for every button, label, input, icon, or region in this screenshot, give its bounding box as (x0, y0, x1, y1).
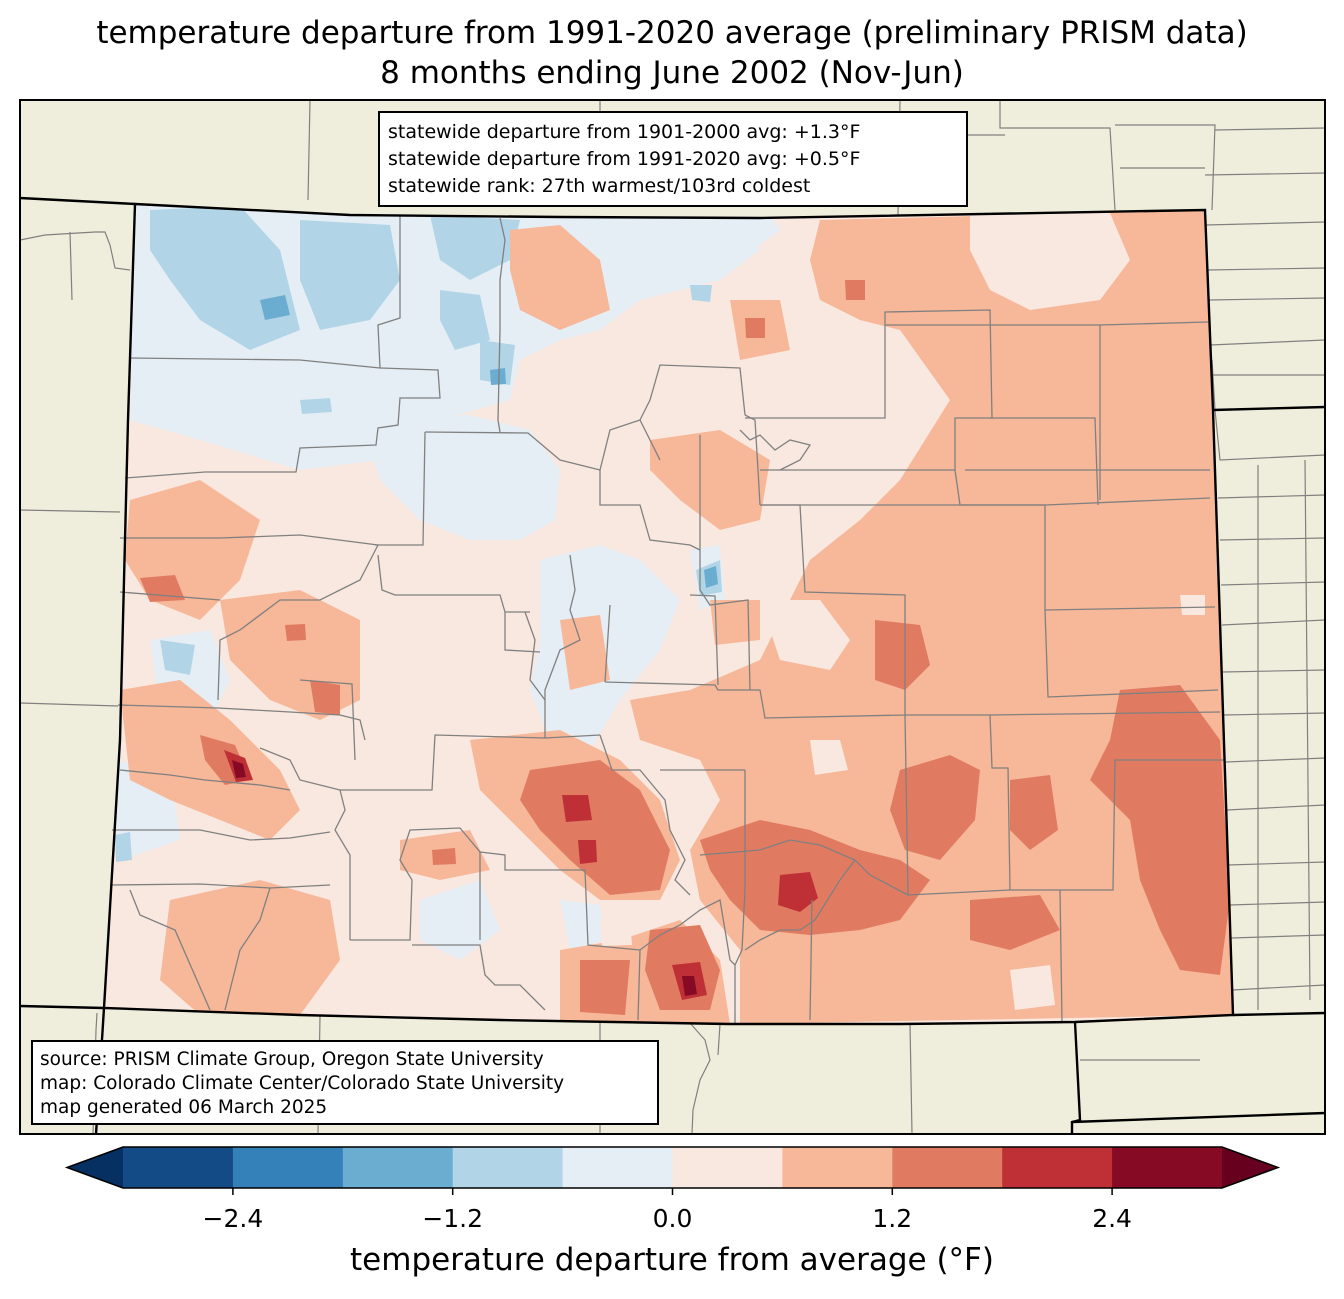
colorbar-tick-label: 0.0 (652, 1204, 693, 1233)
colorbar-tick-label: −2.4 (202, 1204, 264, 1233)
colorbar-bin (1002, 1147, 1113, 1188)
colorbar-extend-high (1222, 1147, 1278, 1188)
colorbar-bin (672, 1147, 783, 1188)
map-title-line-2: 8 months ending June 2002 (Nov-Jun) (380, 55, 964, 91)
departure-bin-0-0.6-islands (600, 213, 1205, 1010)
map-generated-date: map generated 06 March 2025 (40, 1097, 328, 1118)
colorbar (64, 1146, 1281, 1195)
departure-bin-1.2-1.8 (140, 280, 1230, 1015)
colorbar-bin (562, 1147, 673, 1188)
statewide-stats-box: statewide departure from 1901-2000 avg: … (378, 111, 968, 207)
colorbar-bin (892, 1147, 1003, 1188)
colorado-state-boundary (102, 202, 1235, 1026)
colorbar-tick-label: −1.2 (422, 1204, 484, 1233)
colorbar-bin (782, 1147, 893, 1188)
map-frame-border (19, 99, 1326, 1135)
colorbar-bin (1112, 1147, 1223, 1188)
colorbar-label: temperature departure from average (°F) (350, 1242, 994, 1278)
departure-bin-2.4-3.0 (232, 760, 697, 996)
map-title-line-1: temperature departure from 1991-2020 ave… (96, 15, 1248, 51)
colorado-county-lines (109, 215, 1224, 1024)
departure-bin-neg1.8-neg1.2 (260, 295, 718, 588)
map-credit: map: Colorado Climate Center/Colorado St… (40, 1073, 565, 1094)
colorbar-bin (123, 1147, 234, 1188)
stat-statewide-rank: statewide rank: 27th warmest/103rd colde… (388, 175, 811, 197)
colorbar-tick-label: 1.2 (872, 1204, 913, 1233)
stat-departure-1991-2020: statewide departure from 1991-2020 avg: … (388, 148, 861, 170)
colorbar-bin (342, 1147, 454, 1188)
colorbar-bin (452, 1147, 564, 1188)
colorbar-extend-low (67, 1147, 123, 1188)
source-credits-box: source: PRISM Climate Group, Oregon Stat… (31, 1040, 659, 1125)
departure-bin-neg1.2-neg0.6 (115, 206, 722, 862)
stat-departure-1901-2000: statewide departure from 1901-2000 avg: … (388, 121, 861, 143)
source-credit: source: PRISM Climate Group, Oregon Stat… (40, 1049, 544, 1070)
colorbar-tick-label: 2.4 (1092, 1204, 1132, 1233)
colorbar-outline (64, 1146, 1281, 1189)
map-frame (20, 100, 1325, 1134)
colorbar-bin (232, 1147, 344, 1188)
